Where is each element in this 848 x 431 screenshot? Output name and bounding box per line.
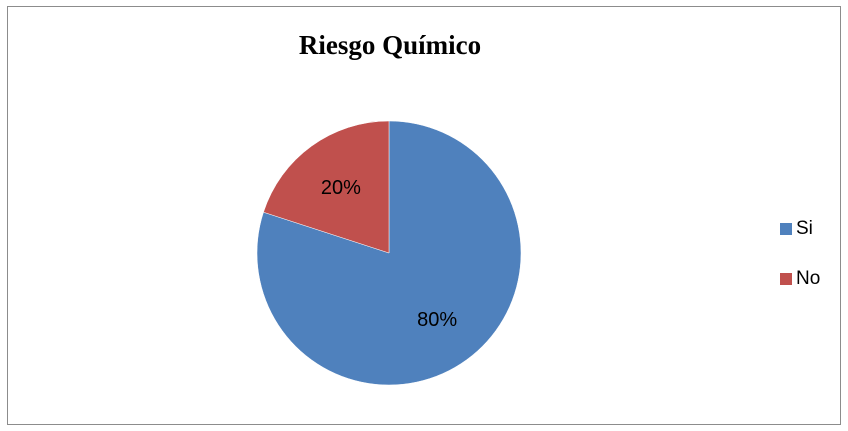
legend-swatch-si — [780, 223, 792, 235]
legend-swatch-no — [780, 273, 792, 285]
data-label-no: 20% — [321, 177, 361, 199]
legend-item-no: No — [780, 267, 820, 291]
pie-slice-no — [263, 120, 390, 254]
legend-label-si: Si — [796, 218, 813, 239]
chart-title: Riesgo Químico — [298, 30, 482, 60]
chart-legend: Si No — [780, 217, 820, 317]
data-label-si: 80% — [417, 309, 457, 331]
legend-label-no: No — [796, 268, 821, 289]
pie-data-labels: 80% 20% — [321, 177, 457, 331]
legend-item-si: Si — [780, 217, 820, 241]
pie-slices — [256, 120, 522, 386]
